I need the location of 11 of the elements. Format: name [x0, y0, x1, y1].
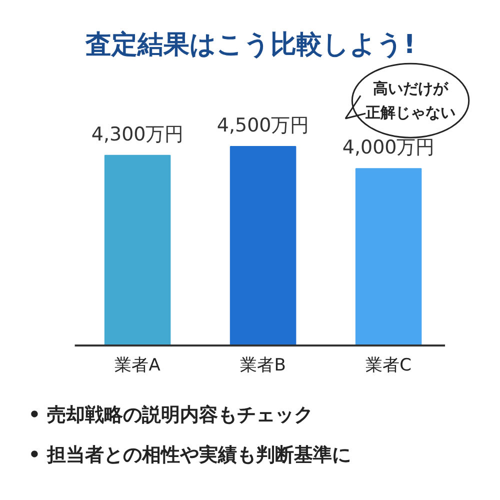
text: • 担当者との相性や実績も判断基準に [28, 444, 352, 466]
x-tick-label: 業者C [366, 355, 412, 376]
x-tick-label: 業者A [114, 355, 161, 376]
data-label: 4,300万円 [91, 123, 184, 146]
x-tick-label: 業者B [240, 355, 286, 376]
data-label: 4,500万円 [216, 114, 310, 137]
text: 正解じゃない [364, 104, 456, 122]
text: 高いだけが [373, 80, 450, 98]
data-label: 4,000万円 [342, 136, 435, 159]
text: • 売却戦略の説明内容もチェック [28, 404, 314, 426]
chart-title: 査定結果はこう比較しよう! [84, 30, 416, 60]
